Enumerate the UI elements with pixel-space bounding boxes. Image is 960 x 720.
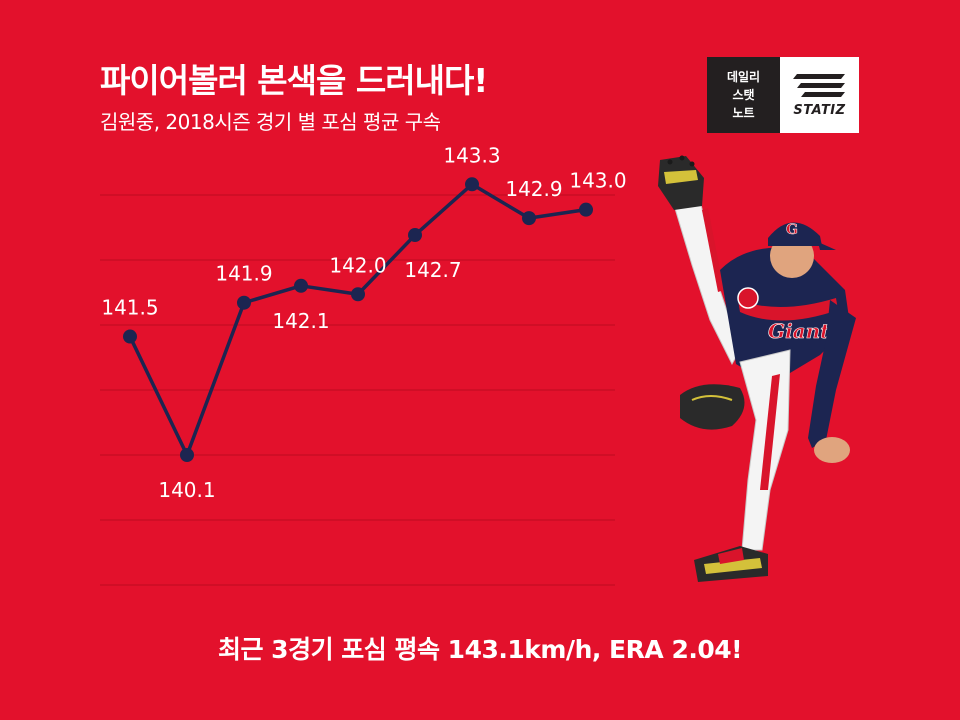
data-label: 142.7 [404, 258, 461, 282]
data-label: 142.0 [329, 253, 386, 277]
data-label: 141.5 [101, 296, 158, 320]
svg-text:G: G [786, 222, 798, 238]
logo-line-1: 데일리 [726, 70, 761, 84]
data-label: 143.0 [569, 169, 626, 193]
daily-stat-note-logo: 데일리 스탯 노트 STATIZ [707, 57, 859, 133]
data-points [123, 177, 593, 462]
data-label: 142.1 [272, 309, 329, 333]
logo-line-2: 스탯 [732, 88, 755, 102]
data-point [408, 228, 422, 243]
pitcher-illustration: Giants G [658, 155, 856, 582]
logo-text-block: 데일리 스탯 노트 [707, 57, 780, 133]
data-label: 143.3 [443, 143, 500, 167]
summary-footer: 최근 3경기 포심 평속 143.1km/h, ERA 2.04! [217, 635, 743, 664]
data-label: 142.9 [505, 177, 562, 201]
data-point [351, 287, 365, 302]
data-point [465, 177, 479, 192]
statiz-stripes-icon [792, 74, 845, 97]
data-point [123, 329, 137, 344]
data-point [180, 448, 194, 462]
data-point [294, 278, 308, 293]
data-point [522, 211, 536, 226]
series-line [128, 182, 587, 457]
logo-line-3: 노트 [732, 106, 755, 120]
data-label: 141.9 [215, 262, 272, 286]
data-label: 140.1 [158, 478, 215, 502]
page-title: 파이어볼러 본색을 드러내다! [100, 61, 488, 100]
data-point [237, 295, 251, 310]
page-subtitle: 김원중, 2018시즌 경기 별 포심 평균 구속 [100, 110, 441, 134]
data-point [579, 202, 593, 217]
statiz-logo: STATIZ [780, 57, 859, 133]
statiz-brand-text: STATIZ [793, 103, 846, 118]
